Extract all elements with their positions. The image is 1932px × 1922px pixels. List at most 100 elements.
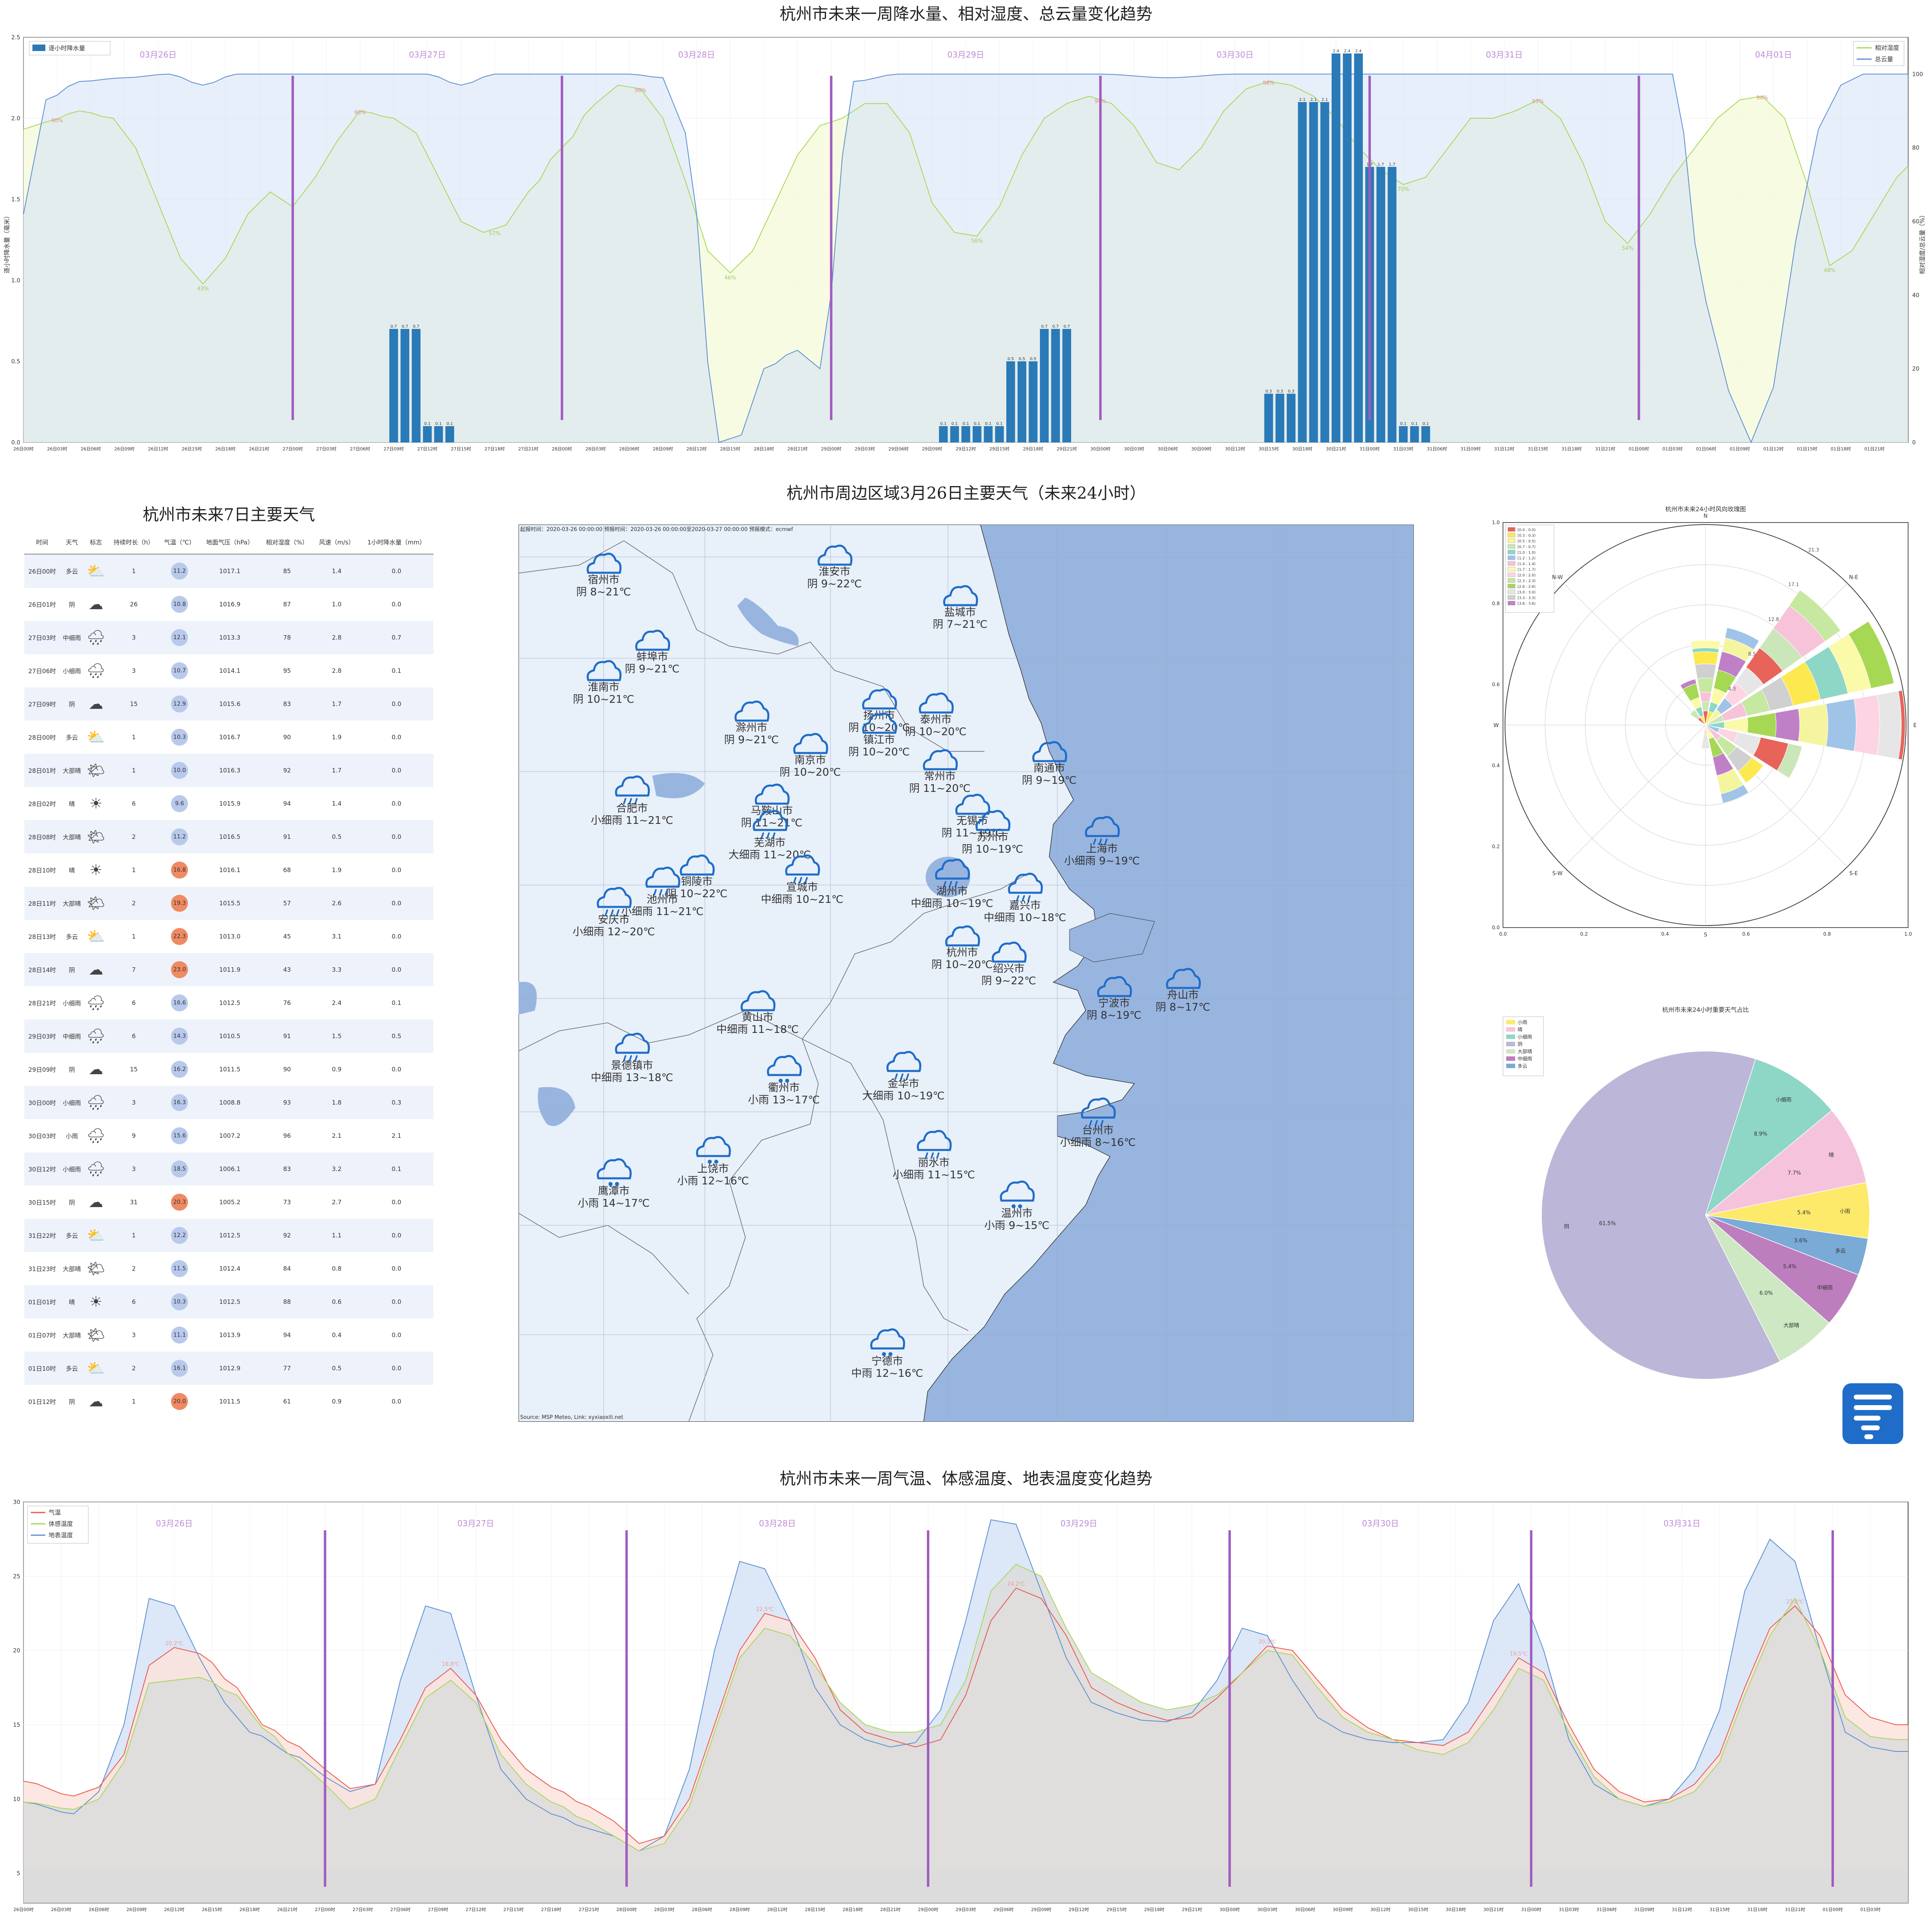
temp-badge: 11.2 bbox=[171, 828, 188, 845]
table-cell: 1.9 bbox=[332, 866, 342, 874]
city-forecast: 阴 7~21℃ bbox=[933, 619, 988, 631]
humidity-max-label: 98% bbox=[1263, 80, 1274, 86]
radial-tick: 21.3 bbox=[1808, 547, 1819, 552]
table-cell: 大部晴 bbox=[60, 887, 84, 920]
x-tick-label: 30日15时 bbox=[1408, 1907, 1428, 1912]
table-cell: 阴 bbox=[68, 601, 75, 608]
rose-legend-label: [3.3 : 3.3) bbox=[1518, 596, 1535, 600]
temp-cell: 16.3 bbox=[159, 1086, 200, 1119]
city-name: 合肥市 bbox=[616, 802, 648, 815]
x-tick-label: 27日12时 bbox=[465, 1907, 486, 1912]
precip-bar bbox=[1354, 53, 1363, 442]
y-tick: 25 bbox=[13, 1573, 20, 1580]
table-cell: 0.9 bbox=[332, 1398, 342, 1405]
x-tick-label: 28日03时 bbox=[654, 1907, 675, 1912]
weather-cloud-icon bbox=[1008, 872, 1043, 894]
col-time: 时间 bbox=[24, 531, 60, 555]
table-cell: 2.8 bbox=[314, 621, 360, 654]
x-tick-label: 26日03时 bbox=[47, 446, 67, 452]
precip-bar-label: 0.3 bbox=[1288, 389, 1294, 394]
legend-swatch-precip bbox=[32, 45, 45, 51]
table-cell: 90 bbox=[283, 1066, 291, 1073]
table-row: 26日00时 多云 ⛅ 1 11.2 1017.1 85 1.4 0.0 bbox=[24, 554, 433, 588]
humidity-min-label: 56% bbox=[971, 238, 983, 244]
table-row: 28日21时 小细雨 🌧 6 16.6 1012.5 76 2.4 0.1 bbox=[24, 986, 433, 1020]
city-name: 池州市 bbox=[647, 894, 678, 906]
pie-slice bbox=[1541, 1051, 1780, 1380]
precip-humidity-cloud-chart: 43%57%46%56%70%54%48%90%90%96%94%98%93%9… bbox=[3, 34, 1926, 452]
city-forecast: 阴 10~20℃ bbox=[931, 959, 993, 971]
cloud-line bbox=[23, 73, 1908, 444]
table-cell: 01日10时 bbox=[24, 1352, 60, 1385]
pie-slice bbox=[1705, 1182, 1870, 1239]
table-cell: 小细雨 bbox=[60, 1086, 84, 1119]
wind-sector bbox=[1876, 691, 1902, 759]
x-tick-label: 28日09时 bbox=[730, 1907, 750, 1912]
temp-cell: 18.5 bbox=[159, 1152, 200, 1186]
precip-bar-label: 2.1 bbox=[1310, 98, 1317, 102]
table-cell: 小细雨 bbox=[62, 667, 81, 675]
table-cell: 1016.1 bbox=[219, 866, 241, 874]
humidity-min-label: 54% bbox=[1622, 245, 1633, 252]
x-tick-label: 26日12时 bbox=[164, 1907, 184, 1912]
humidity-max-label: 90% bbox=[51, 118, 63, 124]
table-cell: 1 bbox=[132, 933, 136, 940]
temperature-chart: 20.2℃ 18.8℃ 22.5℃ 24.2℃ 20.3℃ 19.5℃ 23.0℃ 03月2… bbox=[13, 1499, 1909, 1912]
x-tick-label: 28日06时 bbox=[619, 446, 639, 452]
table-cell: 1011.5 bbox=[219, 1066, 241, 1073]
pie-legend-swatch bbox=[1506, 1035, 1515, 1039]
city-name: 宁波市 bbox=[1098, 997, 1130, 1009]
temp-badge: 19.3 bbox=[171, 895, 188, 912]
city-name: 芜湖市 bbox=[754, 837, 786, 849]
temp-cell: 10.3 bbox=[159, 1285, 200, 1318]
rose-legend-label: [1.4 : 1.4) bbox=[1518, 562, 1535, 566]
table-row: 01日07时 大部晴 🌤 3 11.1 1013.9 94 0.4 0.0 bbox=[24, 1318, 433, 1352]
table-cell: 1016.3 bbox=[199, 754, 260, 787]
precip-bar-label: 0.1 bbox=[974, 422, 980, 426]
partly-cloudy-icon: ⛅ bbox=[87, 729, 105, 746]
city-forecast: 阴 10~21℃ bbox=[573, 693, 634, 706]
x-tick-label: 27日03时 bbox=[352, 1907, 373, 1912]
weather-cloud-icon bbox=[943, 585, 978, 606]
precip-bar bbox=[1298, 102, 1307, 442]
weather-cloud-icon bbox=[886, 1051, 922, 1072]
pie-name-label: 晴 bbox=[1829, 1152, 1834, 1158]
x-tick-label: 01日00时 bbox=[1629, 446, 1649, 452]
table-cell: 28日00时 bbox=[28, 734, 56, 741]
weather-cloud-icon bbox=[1032, 741, 1067, 762]
drizzle-mark bbox=[629, 798, 632, 804]
table-cell: 78 bbox=[260, 621, 314, 654]
temp-cell: 10.3 bbox=[160, 721, 200, 754]
col-humidity: 相对湿度（%） bbox=[260, 531, 314, 555]
y-tick-left: 0.5 bbox=[11, 358, 20, 365]
weather-cloud-icon bbox=[615, 1032, 650, 1054]
city-name: 南京市 bbox=[794, 754, 826, 766]
drizzle-icon: 🌧 bbox=[86, 995, 105, 1011]
table-cell: 01日12时 bbox=[28, 1398, 56, 1406]
precip-bar-label: 0.1 bbox=[1411, 422, 1418, 426]
legend-label-temp: 气温 bbox=[49, 1509, 61, 1516]
table-cell: 27日03时 bbox=[24, 621, 60, 654]
wind-sector bbox=[1699, 692, 1712, 702]
table-cell: 31 bbox=[130, 1199, 138, 1206]
radial-tick: 8.5 bbox=[1748, 651, 1756, 657]
temp-cell: 16.8 bbox=[160, 853, 200, 887]
table-cell: 94 bbox=[283, 800, 291, 807]
city-forecast: 阴 9~22℃ bbox=[982, 975, 1036, 987]
y-tick-right: 100 bbox=[1912, 71, 1923, 78]
rose-legend-swatch bbox=[1507, 584, 1516, 589]
table-cell: 1.7 bbox=[314, 687, 360, 721]
direction-label: S bbox=[1704, 932, 1707, 938]
precip-bar bbox=[1320, 102, 1329, 442]
pie-legend-label: 大部晴 bbox=[1518, 1048, 1532, 1054]
rose-legend-swatch bbox=[1507, 544, 1516, 549]
pie-name-label: 中细雨 bbox=[1817, 1285, 1833, 1291]
city-name: 金华市 bbox=[888, 1078, 919, 1090]
table-cell: 0.0 bbox=[359, 687, 433, 721]
rose-legend-swatch bbox=[1507, 567, 1516, 572]
